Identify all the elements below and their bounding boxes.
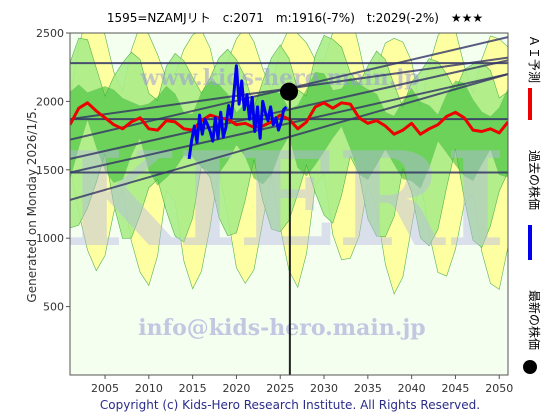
legend: ＡＩ予測 過去の株価 最新の株価 [523,35,542,374]
y-tick-label: 1000 [36,232,64,245]
x-tick-label: 2015 [179,382,207,395]
x-tick-label: 2005 [91,382,119,395]
y-axis: 500 1000 1500 2000 2500 [36,27,70,314]
y-tick-label: 500 [43,301,64,314]
x-tick-label: 2050 [485,382,513,395]
legend-latest-swatch [523,360,537,374]
x-tick-label: 2030 [310,382,338,395]
x-tick-label: 2020 [222,382,250,395]
x-tick-label: 2010 [135,382,163,395]
legend-latest-label: 最新の株価 [527,290,542,350]
watermark-big: KIERI [64,123,506,276]
watermark-top: www.kids-hero.main.jp [139,65,419,91]
copyright: Copyright (c) Kids-Hero Research Institu… [100,398,480,412]
latest-price-marker [280,82,298,101]
legend-past-label: 過去の株価 [527,150,542,210]
plot-area: KIERI www.kids-hero.main.jp info@kids-he… [64,33,508,375]
plot-frame [69,32,509,376]
series-past-price [187,64,288,160]
marker-layer [280,82,298,375]
x-tick-label: 2035 [354,382,382,395]
x-tick-label: 2045 [441,382,469,395]
watermark-bottom: info@kids-hero.main.jp [138,315,425,341]
generated-label: Generated on Monday 2026/1/5. [25,107,39,302]
x-axis: 2005 2010 2015 2020 2025 2030 2035 2040 2045 2050 [91,375,513,395]
y-tick-label: 2500 [36,27,64,40]
legend-ai-label: ＡＩ予測 [527,35,541,83]
x-tick-label: 2040 [398,382,426,395]
y-tick-label: 2000 [36,95,64,108]
chart-title: 1595=NZAMJリト c:2071 m:1916(-7%) t:2029(-… [107,11,483,25]
y-tick-label: 1500 [36,164,64,177]
x-tick-label: 2025 [266,382,294,395]
